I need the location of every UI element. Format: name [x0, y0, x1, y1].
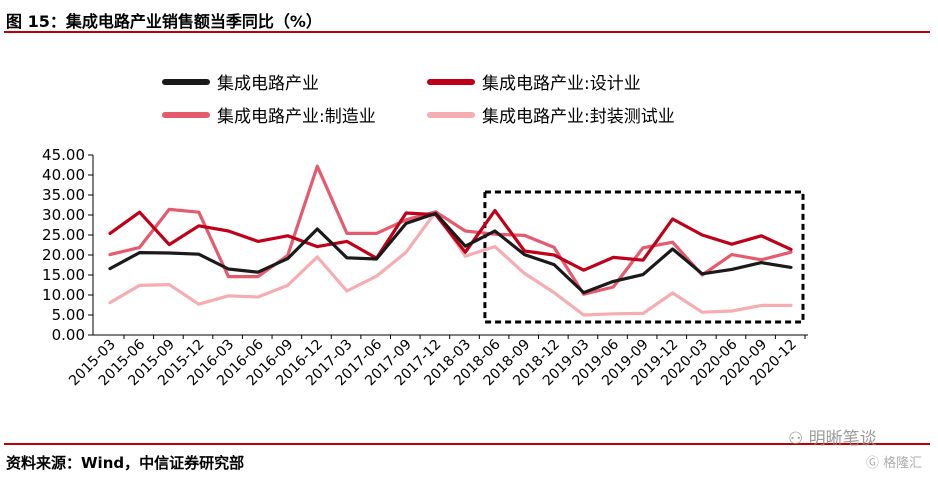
y-tick-label: 0.00 — [52, 326, 85, 344]
y-tick-label: 25.00 — [42, 226, 85, 244]
legend-label: 集成电路产业:封装测试业 — [482, 107, 675, 127]
top-rule — [4, 31, 930, 33]
y-tick-label: 10.00 — [42, 286, 85, 304]
figure-title: 图 15：集成电路产业销售额当季同比（%） — [6, 12, 322, 31]
highlight-box — [483, 190, 805, 324]
y-tick-label: 15.00 — [42, 266, 85, 284]
y-tick-label: 20.00 — [42, 246, 85, 264]
y-tick-label: 30.00 — [42, 206, 85, 224]
legend-label: 集成电路产业:设计业 — [482, 74, 641, 94]
y-tick-label: 5.00 — [52, 306, 85, 324]
y-tick-label: 45.00 — [42, 146, 85, 164]
line-chart: 0.00 5.00 10.00 15.00 20.00 25.00 30.00 35.00 40… — [42, 74, 808, 389]
y-tick-label: 35.00 — [42, 186, 85, 204]
y-tick-label: 40.00 — [42, 166, 85, 184]
bottom-rule — [4, 443, 930, 445]
legend-label: 集成电路产业 — [217, 74, 319, 94]
figure-header: 图 15：集成电路产业销售额当季同比（%） — [0, 0, 938, 34]
watermark: ⚇ 明晰笔谈 — [788, 429, 877, 449]
watermark-sub-text: 格隆汇 — [883, 456, 923, 471]
watermark-sub: Ⓖ 格隆汇 — [866, 456, 923, 471]
source-note: 资料来源：Wind，中信证券研究部 — [6, 454, 245, 472]
legend-label: 集成电路产业:制造业 — [217, 107, 376, 127]
series-line — [108, 211, 793, 295]
watermark-text: 明晰笔谈 — [808, 429, 877, 449]
series-line — [108, 209, 793, 272]
